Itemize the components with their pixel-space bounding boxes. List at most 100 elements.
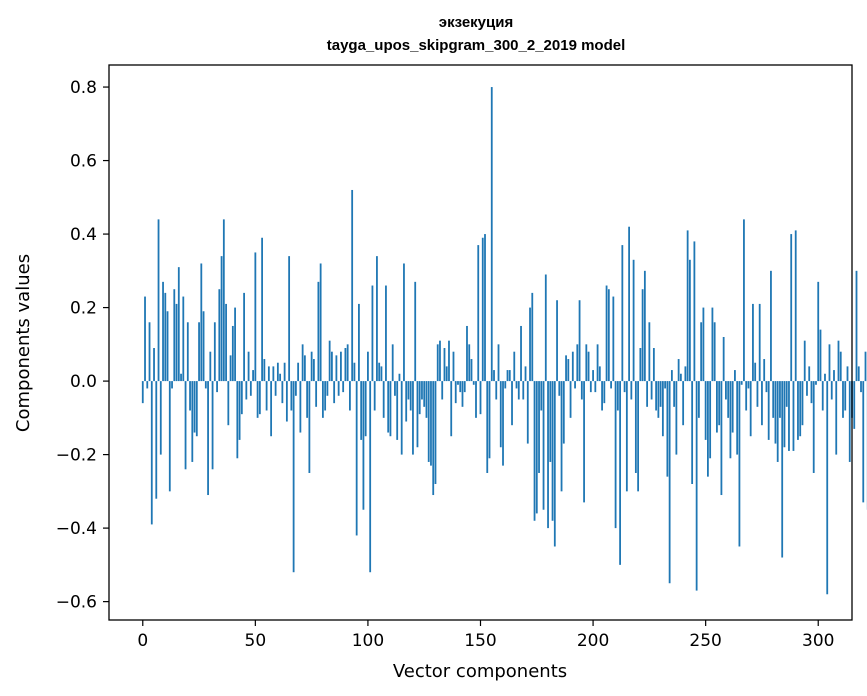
bar (725, 381, 727, 400)
bar (218, 289, 221, 382)
bar (646, 381, 649, 407)
bar (686, 230, 689, 382)
bar (281, 381, 284, 404)
bar (299, 381, 302, 433)
bar (616, 381, 619, 411)
bar (567, 359, 570, 382)
bar (700, 322, 703, 382)
bar (499, 381, 502, 448)
bar (306, 381, 309, 418)
bar (612, 296, 615, 382)
bar (668, 381, 671, 584)
bar (171, 381, 173, 389)
bar (607, 289, 610, 382)
bar (740, 381, 743, 385)
bar (745, 381, 748, 411)
bar (290, 381, 293, 411)
bar (589, 381, 592, 393)
bar (263, 359, 266, 382)
bar (797, 381, 799, 440)
bar (409, 381, 412, 411)
bar (661, 381, 664, 437)
bar (450, 381, 453, 437)
bar (610, 381, 612, 389)
bar (553, 381, 556, 547)
bar (808, 366, 811, 382)
bar (477, 245, 480, 382)
bar (860, 381, 862, 393)
bar (175, 303, 178, 382)
bar (585, 344, 588, 382)
bar (394, 381, 396, 396)
bar (265, 381, 268, 411)
bar (186, 322, 189, 382)
bar (236, 381, 239, 459)
bar (815, 381, 817, 385)
chart-subtitle: tayga_upos_skipgram_300_2_2019 model (327, 37, 626, 54)
bar (495, 381, 498, 400)
bar (754, 362, 757, 382)
bar (722, 336, 725, 382)
bar (535, 381, 538, 514)
y-tick-label: 0.6 (70, 152, 97, 172)
bar (837, 340, 840, 382)
bar (810, 381, 813, 404)
bar (157, 219, 160, 382)
bar (153, 348, 155, 382)
bar (571, 351, 574, 382)
bar (531, 292, 534, 382)
bar (634, 381, 637, 473)
bar (254, 252, 257, 382)
bar (285, 381, 288, 422)
y-axis-ticks: −0.6 −0.4 −0.2 0.0 0.2 0.4 0.6 0.8 (56, 78, 109, 613)
bar (297, 362, 300, 382)
bar (461, 381, 464, 407)
bar (222, 219, 225, 382)
bar (695, 381, 698, 591)
bar (466, 325, 468, 382)
bar (580, 381, 583, 400)
bar (533, 381, 536, 521)
bar (542, 381, 545, 510)
bar (457, 381, 459, 385)
bar (765, 381, 768, 393)
bar (227, 381, 230, 426)
bar (522, 381, 525, 400)
bar (252, 370, 254, 382)
bar (367, 351, 369, 382)
bar (202, 311, 205, 382)
bar (688, 259, 691, 382)
bar (425, 381, 428, 418)
bar (396, 381, 399, 440)
bar (547, 381, 549, 529)
bar (312, 359, 315, 382)
bar (321, 381, 324, 418)
bar (403, 263, 405, 382)
bar (772, 381, 775, 418)
x-axis-label: Vector components (393, 661, 567, 682)
bar (448, 340, 450, 382)
bar (177, 267, 180, 382)
bar (459, 381, 462, 393)
bar (209, 351, 212, 382)
bar (148, 322, 151, 382)
bar (436, 344, 439, 382)
x-tick-label: 150 (464, 631, 496, 651)
y-axis-label: Components values (13, 254, 34, 432)
bar (231, 325, 234, 382)
bar (738, 381, 741, 547)
bar (749, 381, 752, 437)
bar (369, 381, 372, 573)
bar (806, 381, 808, 396)
bar (207, 381, 209, 496)
bar (463, 381, 466, 393)
bar (258, 381, 261, 415)
bar (783, 381, 786, 448)
bar (824, 373, 826, 382)
bar (490, 87, 493, 382)
bar (387, 381, 390, 433)
bar (364, 381, 367, 437)
bar (718, 381, 721, 426)
bar (412, 381, 414, 455)
